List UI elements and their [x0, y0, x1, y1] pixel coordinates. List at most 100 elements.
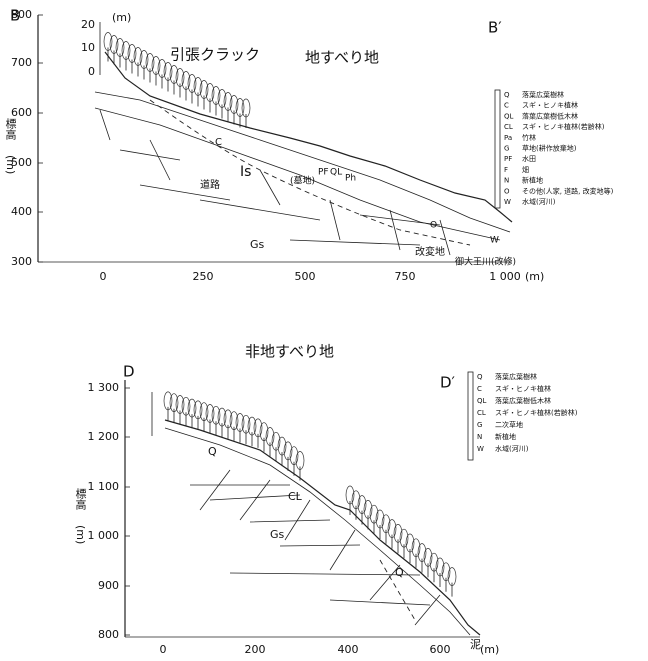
x-tick-label: 600	[430, 643, 451, 656]
y-tick-label: 800	[98, 628, 119, 641]
legend-text: 落葉広葉樹低木林	[495, 396, 551, 405]
legend-code: Pa	[504, 134, 512, 142]
y-tick-label: 700	[11, 56, 32, 69]
annotation: 御大王川(改修)	[455, 256, 516, 268]
y-tick-label: 1 300	[88, 381, 120, 394]
fault	[100, 110, 450, 255]
annotation: W	[490, 236, 499, 246]
legend-text: 落葉広葉樹低木林	[522, 111, 578, 120]
ground-surface	[105, 52, 512, 222]
annotation: (墓地)	[290, 175, 315, 187]
annotation: O	[430, 221, 437, 231]
x-tick-label: 250	[193, 270, 214, 283]
y-tick-label: 1 000	[88, 529, 120, 542]
legend-code: O	[504, 187, 510, 195]
layer	[95, 92, 510, 232]
legend-text: 新植地	[522, 176, 543, 185]
legend-code: N	[477, 433, 482, 441]
strata	[120, 150, 440, 245]
layer	[165, 428, 470, 635]
legend-text: スギ・ヒノキ植林	[495, 384, 551, 393]
legend-code: N	[504, 177, 509, 185]
y-tick-label: 300	[11, 255, 32, 268]
x-tick-label: 0	[160, 643, 167, 656]
annotation: Gs	[270, 528, 285, 541]
annotation: PF	[318, 168, 329, 178]
y-tick-label: 1 200	[88, 430, 120, 443]
legend-text: スギ・ヒノキ植林	[522, 101, 578, 110]
legend-code: W	[504, 198, 511, 206]
section-label: D	[123, 363, 135, 381]
y-tick-label: 1 100	[88, 480, 120, 493]
legend-text: 竹林	[522, 133, 536, 142]
legend-code: G	[477, 421, 482, 429]
annotation: QL	[330, 168, 342, 178]
annotation: Gs	[250, 238, 265, 251]
legend-text: 水域(河川)	[495, 444, 529, 453]
y-tick-label: 900	[98, 579, 119, 592]
legend-code: W	[477, 445, 484, 453]
annotation: 引張クラック	[170, 46, 260, 64]
scale-tick-label: 10	[81, 41, 95, 54]
y-tick-label: 400	[11, 205, 32, 218]
panel-title: 非地すべり地	[245, 343, 334, 361]
section-label: D′	[440, 374, 456, 392]
legend-code: PF	[504, 155, 512, 163]
annotation: Q	[208, 445, 217, 458]
annotation: CL	[288, 490, 303, 503]
legend-text: 水田	[522, 154, 536, 163]
legend-code: QL	[504, 112, 514, 120]
scale-unit: (m)	[112, 11, 131, 24]
legend-code: C	[504, 102, 509, 110]
layer	[95, 108, 500, 240]
legend-text: スギ・ヒノキ植林(若齢林)	[495, 408, 578, 417]
annotation: Q	[395, 566, 404, 579]
legend-text: 草地(耕作放棄地)	[522, 144, 577, 153]
scale-tick-label: 20	[81, 18, 95, 31]
y-tick-label: 600	[11, 106, 32, 119]
legend-text: 落葉広葉樹林	[522, 90, 564, 99]
y-label: 標高	[74, 487, 87, 511]
x-unit: (m)	[525, 270, 544, 283]
y-tick-label: 800	[11, 8, 32, 21]
slip-surface	[150, 100, 470, 245]
x-tick-label: 200	[245, 643, 266, 656]
x-unit: (m)	[480, 643, 499, 656]
x-tick-label: 0	[100, 270, 107, 283]
legend-code: Q	[477, 373, 483, 381]
legend-text: 畑	[522, 166, 529, 174]
legend-code: QL	[477, 397, 487, 405]
y-tick-label: 500	[11, 156, 32, 169]
scale-tick-label: 0	[88, 65, 95, 78]
panel-title: 地すべり地	[305, 49, 379, 67]
x-tick-label: 750	[395, 270, 416, 283]
x-tick-label: 400	[338, 643, 359, 656]
annotation: 改変地	[415, 245, 445, 258]
legend-bracket	[495, 90, 500, 208]
section-label: B′	[488, 19, 502, 37]
strata	[190, 485, 430, 605]
x-tick-label: 500	[295, 270, 316, 283]
legend-code: F	[504, 166, 508, 174]
annotation: Ph	[345, 174, 356, 184]
annotation: 泥	[470, 638, 481, 651]
y-unit: (m)	[74, 525, 87, 544]
legend-bracket	[468, 372, 473, 460]
legend-code: G	[504, 145, 509, 153]
figure: B B′ 引張クラック 地すべり地 (m) 標高 (m) (m) 非地すべり地 …	[0, 0, 648, 661]
legend-text: 水域(河川)	[522, 197, 556, 206]
legend-text: 新植地	[495, 432, 516, 441]
legend-code: CL	[477, 409, 486, 417]
legend-text: 落葉広葉樹林	[495, 372, 537, 381]
legend-code: C	[477, 385, 482, 393]
legend-code: CL	[504, 123, 513, 131]
legend-text: 二次草地	[495, 420, 523, 429]
x-tick-label: 1 000	[489, 270, 521, 283]
annotation: Is	[240, 164, 251, 180]
legend-text: スギ・ヒノキ植林(若齢林)	[522, 122, 605, 131]
legend-code: Q	[504, 91, 510, 99]
annotation: 道路	[200, 178, 220, 191]
legend-text: その他(人家, 道路, 改変地等)	[522, 186, 614, 195]
annotation: C	[215, 137, 222, 148]
y-label: 標高	[4, 117, 17, 141]
